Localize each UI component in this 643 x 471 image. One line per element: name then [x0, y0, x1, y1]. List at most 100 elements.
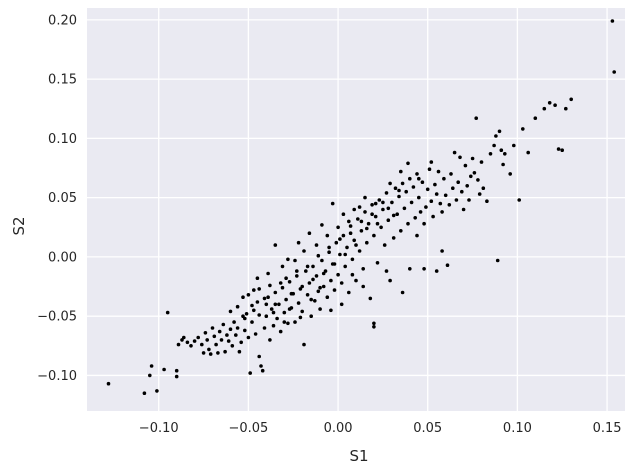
data-point — [289, 291, 294, 296]
data-point — [460, 189, 464, 194]
data-point — [533, 116, 538, 120]
data-point — [458, 155, 462, 160]
data-point — [433, 182, 437, 187]
data-point — [295, 274, 299, 278]
data-point — [494, 134, 498, 138]
data-point — [521, 127, 525, 131]
data-point — [481, 186, 486, 190]
data-point — [305, 293, 310, 297]
data-point — [472, 171, 477, 175]
y-tick-label: 0.00 — [48, 250, 77, 265]
data-point — [352, 238, 357, 243]
data-point — [341, 212, 346, 216]
data-point — [325, 295, 330, 300]
data-point — [413, 216, 418, 220]
data-point — [286, 257, 290, 262]
data-point — [271, 310, 276, 315]
data-point — [370, 212, 374, 216]
data-point — [329, 278, 333, 283]
data-points — [106, 19, 616, 396]
data-point — [384, 191, 389, 195]
data-point — [431, 214, 435, 219]
data-point — [246, 335, 251, 340]
data-point — [456, 180, 461, 184]
data-point — [269, 307, 274, 311]
data-point — [415, 172, 419, 176]
y-tick-label: 0.15 — [48, 73, 77, 88]
data-point — [307, 281, 312, 285]
data-point — [440, 210, 444, 214]
data-point — [427, 167, 432, 171]
data-point — [361, 267, 366, 271]
data-point — [142, 391, 147, 396]
data-point — [262, 296, 267, 301]
data-point — [329, 308, 333, 313]
data-point — [287, 280, 292, 284]
data-point — [375, 261, 380, 265]
data-point — [442, 176, 446, 181]
data-point — [372, 325, 376, 329]
data-point — [314, 243, 319, 247]
data-point — [610, 19, 615, 23]
data-point — [373, 214, 378, 219]
data-point — [286, 321, 290, 326]
data-point — [311, 277, 315, 282]
y-tick-label: 0.20 — [48, 13, 77, 28]
data-point — [327, 245, 331, 250]
data-point — [223, 349, 227, 354]
data-point — [375, 221, 380, 226]
data-point — [273, 243, 278, 247]
data-point — [357, 205, 362, 209]
data-point — [255, 276, 260, 281]
data-point — [512, 143, 516, 148]
data-point — [282, 310, 287, 315]
data-point — [273, 290, 278, 295]
data-point — [436, 169, 441, 174]
data-point — [214, 342, 218, 347]
data-point — [415, 233, 419, 238]
data-point — [255, 300, 260, 304]
data-point — [370, 203, 374, 207]
data-point — [434, 192, 439, 196]
data-point — [354, 278, 358, 283]
data-point — [237, 349, 242, 354]
data-point — [250, 320, 254, 324]
y-tick-label: −0.05 — [37, 310, 77, 325]
data-point — [293, 320, 297, 324]
data-point — [239, 340, 243, 345]
data-point — [556, 147, 561, 151]
data-point — [429, 199, 434, 203]
data-point — [553, 103, 557, 107]
data-point — [244, 312, 249, 316]
data-point — [264, 302, 269, 307]
data-point — [221, 322, 226, 327]
data-point — [372, 321, 376, 326]
data-point — [469, 174, 473, 179]
data-point — [210, 326, 215, 330]
data-point — [474, 116, 479, 120]
data-point — [268, 283, 272, 288]
data-point — [230, 344, 235, 348]
data-point — [517, 198, 521, 202]
data-point — [526, 150, 530, 155]
data-point — [248, 371, 252, 375]
data-point — [311, 264, 315, 269]
data-point — [232, 320, 236, 324]
data-point — [318, 285, 322, 290]
data-point — [422, 221, 426, 226]
data-point — [343, 264, 348, 269]
data-point — [149, 364, 154, 368]
data-point — [347, 290, 351, 295]
data-point — [495, 258, 500, 263]
data-point — [300, 309, 305, 314]
data-point — [564, 106, 568, 111]
data-point — [275, 316, 279, 321]
data-point — [461, 207, 466, 212]
data-point — [298, 315, 303, 320]
data-point — [452, 150, 457, 155]
data-point — [560, 148, 564, 152]
data-point — [497, 129, 502, 134]
data-point — [217, 329, 222, 334]
data-point — [359, 219, 364, 224]
